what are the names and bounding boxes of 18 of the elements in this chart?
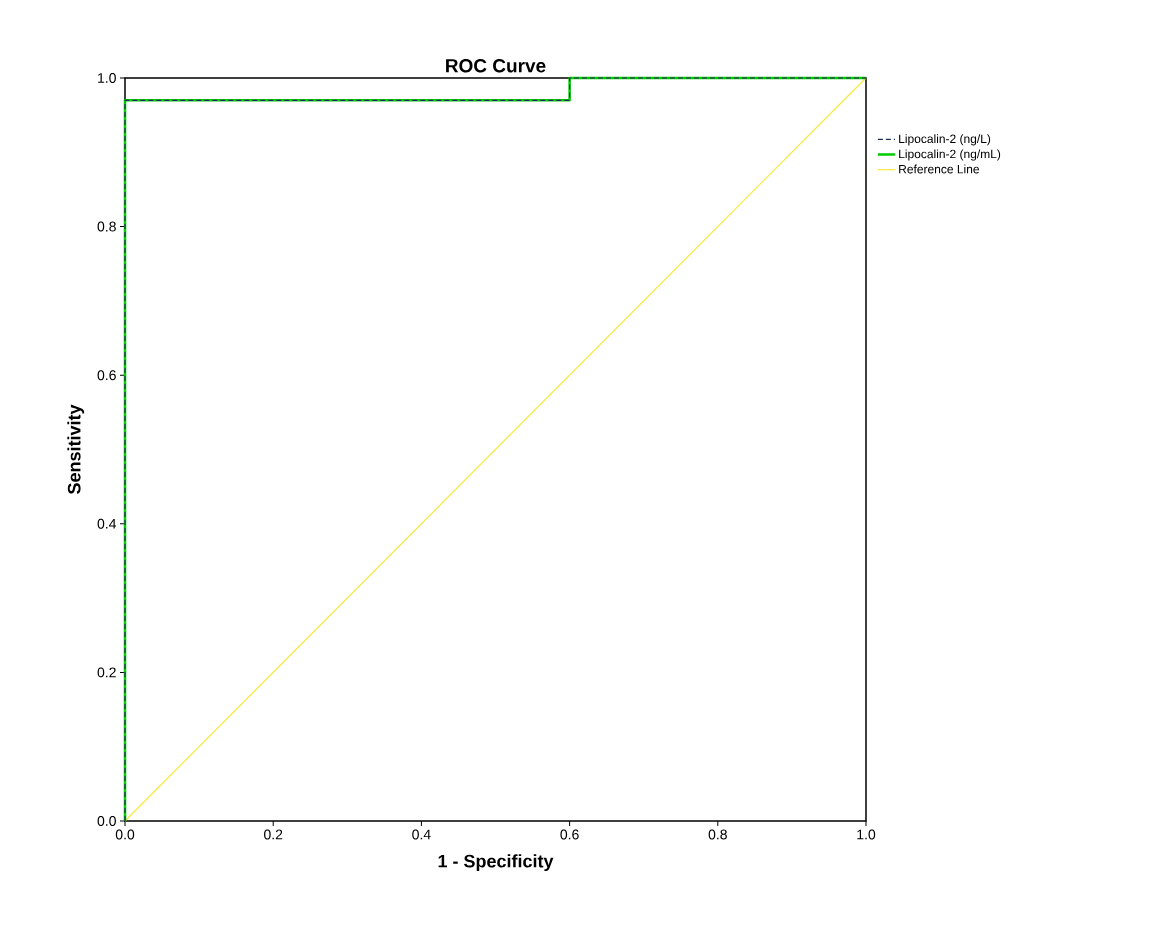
legend-label: Lipocalin-2 (ng/L) — [899, 134, 991, 146]
x-tick-label: 0.4 — [412, 829, 431, 840]
y-tick-label: 0.4 — [97, 518, 117, 529]
x-tick-label: 0.6 — [560, 829, 579, 840]
x-axis-title: 1 - Specificity — [438, 854, 554, 872]
legend-label: Lipocalin-2 (ng/mL) — [899, 149, 1001, 161]
x-tick-label: 1.0 — [857, 829, 876, 840]
y-tick-label: 0.0 — [97, 816, 116, 826]
chart-title: ROC Curve — [446, 59, 546, 73]
x-tick-label: 0.8 — [708, 829, 727, 840]
y-axis-title: Sensitivity — [67, 404, 85, 494]
y-tick-label: 1.0 — [98, 73, 116, 83]
y-tick-label: 0.6 — [97, 370, 116, 381]
y-tick-label: 0.8 — [97, 221, 116, 232]
legend-label: Reference Line — [899, 164, 979, 174]
x-tick-label: 0.0 — [115, 829, 135, 840]
y-tick-label: 0.2 — [97, 667, 116, 678]
x-tick-label: 0.2 — [264, 829, 283, 840]
